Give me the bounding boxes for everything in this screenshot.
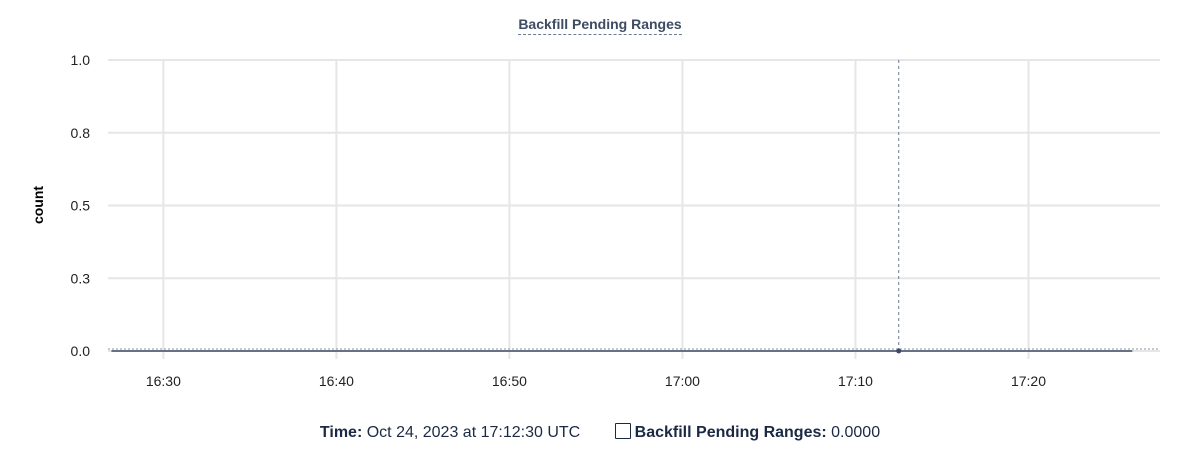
x-axis-ticks: 16:30 16:40 16:50 17:00 17:10 17:20 [146,373,1046,389]
series-label: Backfill Pending Ranges: [634,424,827,441]
time-label: Time: [319,424,363,441]
y-axis-label: count [30,186,46,224]
y-tick-label: 1.0 [71,52,91,68]
x-tick-label: 16:30 [146,373,181,389]
y-tick-label: 0.8 [71,125,91,141]
chart-title: Backfill Pending Ranges [0,16,1200,35]
x-tick-label: 17:00 [665,373,700,389]
chart-title-text[interactable]: Backfill Pending Ranges [518,16,682,35]
time-value: Oct 24, 2023 at 17:12:30 UTC [366,424,581,441]
y-tick-label: 0.5 [71,198,91,214]
y-axis-ticks: 0.0 0.3 0.5 0.8 1.0 [71,52,91,359]
x-tick-label: 17:10 [838,373,873,389]
x-tick-label: 16:50 [492,373,527,389]
line-chart: 0.0 0.3 0.5 0.8 1.0 16:30 16:40 16:50 17:00 17:1… [30,52,1160,389]
series [111,60,1133,354]
y-tick-label: 0.0 [71,343,91,359]
series-toggle-checkbox[interactable] [614,423,631,439]
y-tick-label: 0.3 [71,270,91,286]
x-tick-label: 16:40 [319,373,354,389]
grid [108,59,1160,359]
x-tick-label: 17:20 [1011,373,1046,389]
hover-point [896,348,902,354]
series-value: 0.0000 [831,424,881,441]
hover-legend: Time: Oct 24, 2023 at 17:12:30 UTC Backf… [0,423,1200,442]
